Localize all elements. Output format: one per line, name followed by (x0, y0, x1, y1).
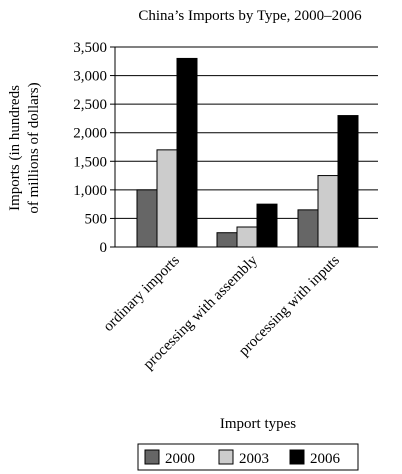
y-tick-label: 2,500 (73, 97, 107, 113)
y-tick-label: 1,000 (73, 183, 107, 199)
bar-2006 (337, 115, 359, 248)
legend-swatch-2006 (289, 449, 305, 465)
bar-2000 (136, 189, 158, 248)
y-axis-title-line2: of millions of dollars) (26, 82, 42, 213)
x-category-label: ordinary imports (101, 252, 183, 334)
legend-swatch-2003 (218, 449, 234, 465)
bar-2003 (236, 226, 258, 248)
bar-2003 (156, 149, 178, 248)
bar-2000 (297, 209, 319, 248)
bar-2006 (176, 57, 198, 248)
y-tick-label: 2,000 (73, 126, 107, 142)
bar-2003 (317, 175, 339, 248)
y-tick-label: 3,500 (73, 40, 107, 56)
y-axis-title: Imports (in hundreds of millions of doll… (7, 82, 42, 213)
y-axis-title-line1: Imports (in hundreds (7, 85, 23, 211)
y-tick-label: 0 (100, 240, 108, 256)
chart-title: China’s Imports by Type, 2000–2006 (138, 8, 362, 24)
legend-box (137, 443, 359, 471)
legend-label-2003: 2003 (239, 451, 269, 467)
x-axis-title: Import types (220, 416, 296, 432)
legend-label-2006: 2006 (310, 451, 341, 467)
legend-swatch-2000 (144, 449, 160, 465)
y-tick-label: 3,000 (73, 69, 107, 85)
y-tick-label: 1,500 (73, 154, 107, 170)
legend-label-2000: 2000 (165, 451, 195, 467)
y-axis-ticks: 0 500 1,000 1,500 2,000 2,500 3,000 3,500 (73, 40, 107, 256)
y-tick-label: 500 (85, 211, 108, 227)
bar-2006 (256, 203, 278, 248)
bar-2000 (216, 232, 238, 248)
legend: 2000 2003 2006 (137, 443, 359, 471)
